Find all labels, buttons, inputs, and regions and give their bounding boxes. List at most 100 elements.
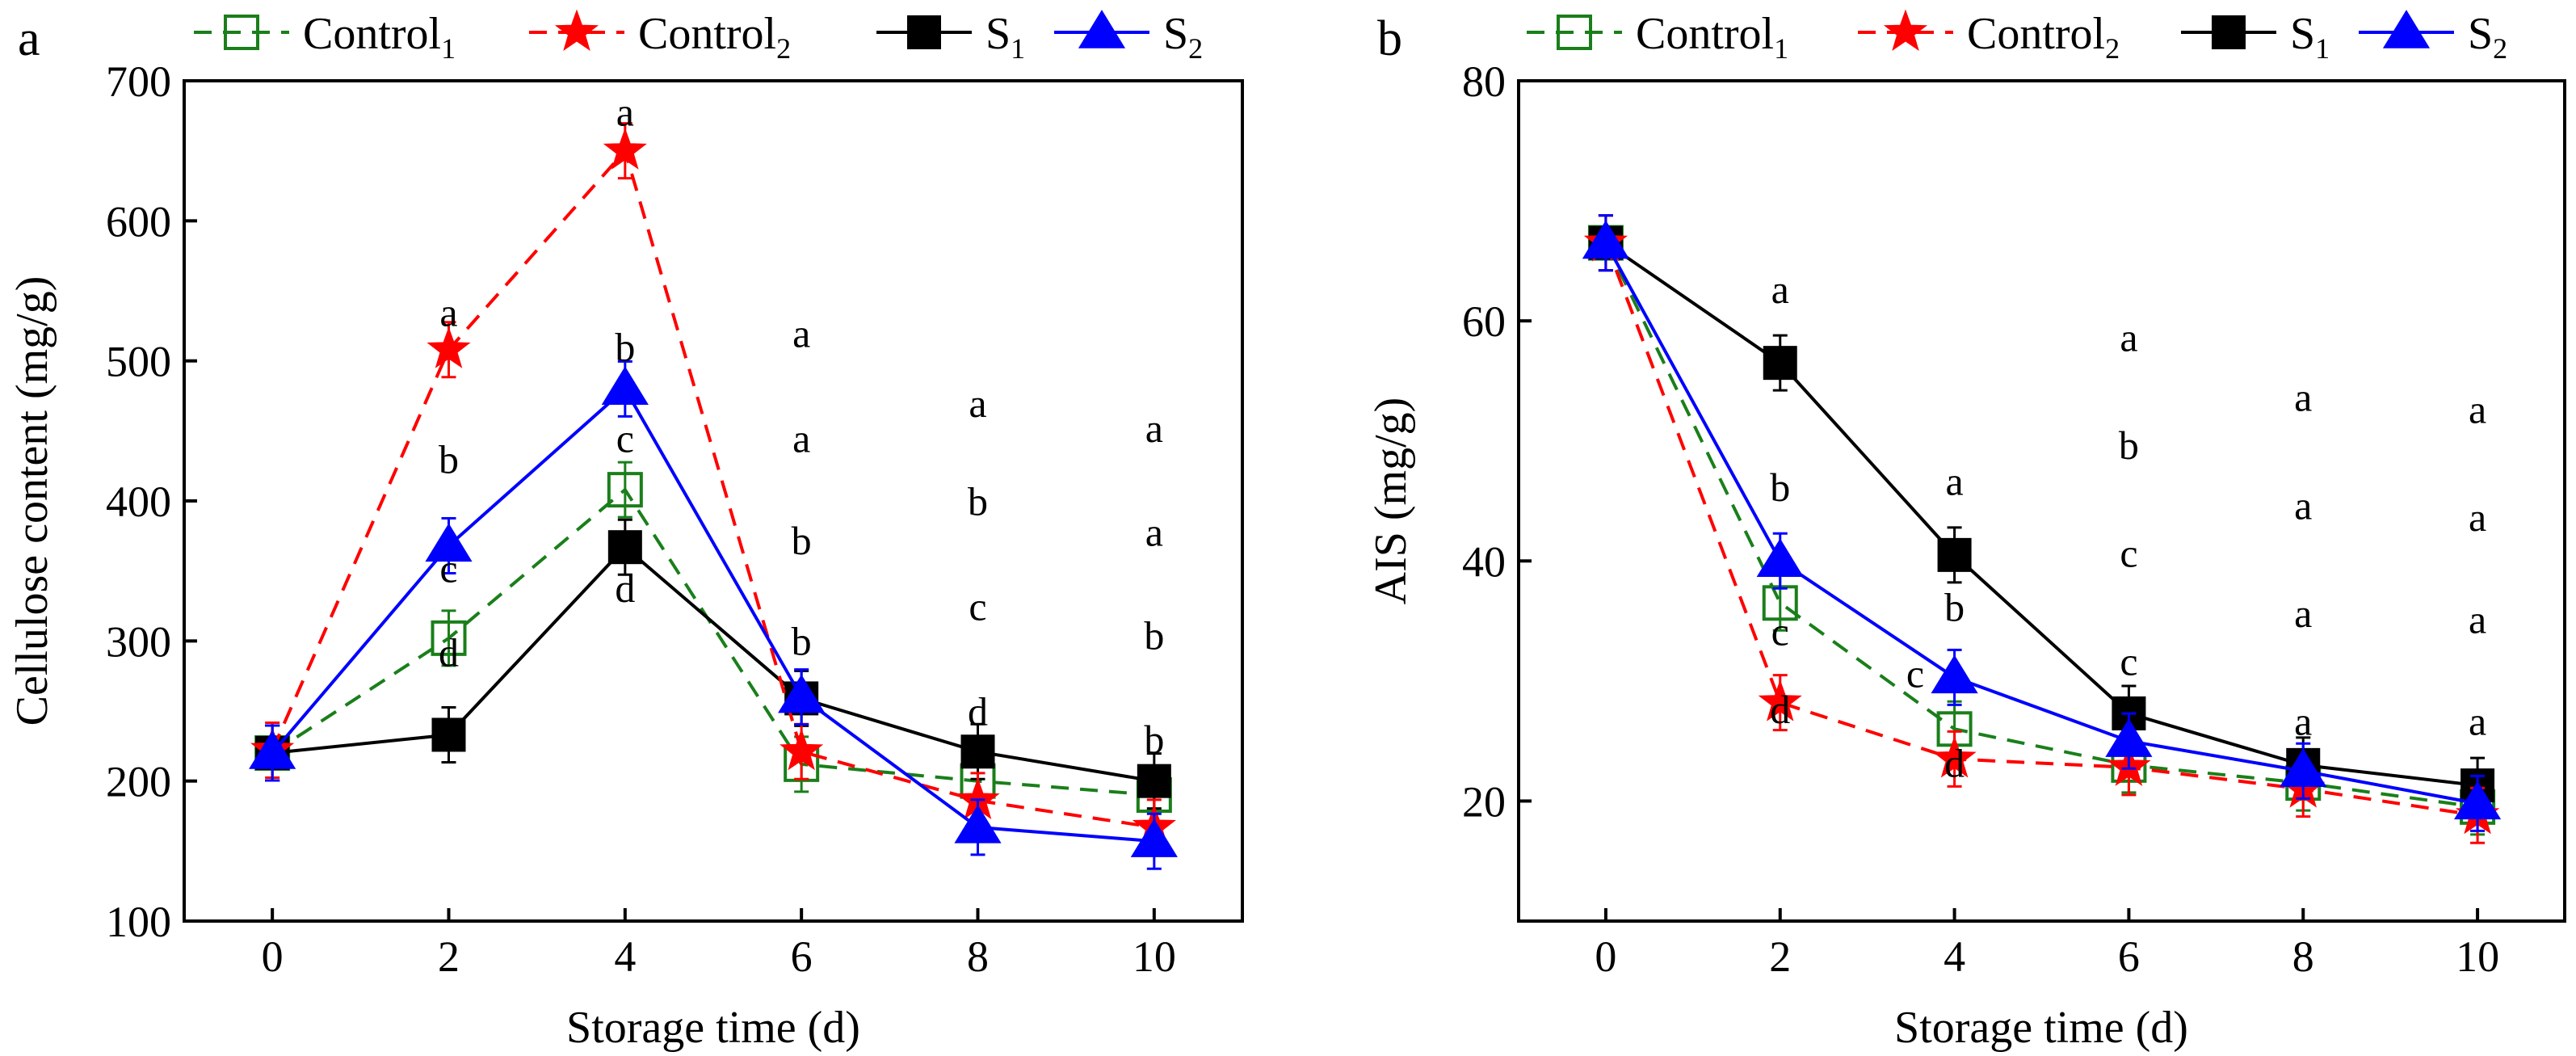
- significance-letter: c: [1906, 650, 1924, 696]
- x-tick-label: 10: [1133, 932, 1176, 981]
- data-point: [249, 730, 296, 769]
- significance-letter: a: [1145, 509, 1163, 554]
- legend-item: Control1: [1527, 9, 1788, 65]
- significance-letter: a: [792, 310, 810, 356]
- significance-letter: c: [1771, 608, 1789, 654]
- data-point: [1758, 679, 1802, 722]
- series-line: [1604, 242, 2478, 818]
- significance-letter: a: [2469, 699, 2486, 744]
- legend-item: S2: [2359, 9, 2507, 65]
- x-tick-label: 2: [1769, 932, 1791, 981]
- series-line: [1604, 242, 2478, 809]
- legend-item: S2: [1054, 9, 1203, 65]
- x-tick-label: 4: [1944, 932, 1965, 981]
- legend-marker: [224, 15, 259, 50]
- data-point: [1756, 538, 1804, 578]
- panel-b: b Storage time (d) AIS (mg/g) Control1 Co…: [1366, 9, 2566, 1053]
- data-point: [1130, 818, 1178, 857]
- legend-marker: [2382, 10, 2431, 48]
- x-tick-label: 6: [2118, 932, 2140, 981]
- legend-label: S1: [985, 9, 1025, 65]
- significance-letter: a: [2120, 314, 2137, 360]
- significance-letter: a: [1145, 406, 1163, 451]
- significance-letter: a: [969, 381, 986, 426]
- y-tick-label: 500: [106, 338, 171, 386]
- legend-label: Control1: [303, 9, 456, 65]
- y-tick-label: 600: [106, 197, 171, 246]
- data-point: [603, 128, 647, 170]
- series-line: [271, 147, 1155, 829]
- legend-item: Control2: [529, 9, 791, 65]
- significance-letter: a: [2469, 494, 2486, 540]
- significance-letter: d: [615, 566, 635, 611]
- x-tick-label: 2: [438, 932, 460, 981]
- significance-letter: a: [1771, 267, 1789, 312]
- axes-ticks: 0 2 4 6 8 10 100 200 300 400 500 600 700: [106, 57, 1176, 981]
- series-layer: [249, 122, 1178, 870]
- y-tick-label: 300: [106, 617, 171, 666]
- significance-letter: b: [1770, 465, 1790, 510]
- significance-letter: a: [2294, 591, 2312, 636]
- data-point: [2454, 780, 2502, 820]
- series-line: [1604, 241, 2478, 788]
- significance-letter: b: [1144, 613, 1164, 658]
- legend: Control1 Control2 S1 S2: [1527, 9, 2507, 65]
- y-tick-label: 700: [106, 57, 171, 106]
- axes-ticks: 0 2 4 6 8 10 20 40 60 80: [1462, 57, 2499, 981]
- data-point: [1937, 537, 1972, 572]
- significance-letter: b: [792, 619, 812, 664]
- y-tick-label: 80: [1462, 57, 1506, 106]
- significance-letter: c: [2120, 531, 2137, 576]
- data-point: [2280, 748, 2327, 788]
- legend-label: S1: [2290, 9, 2330, 65]
- y-tick-label: 60: [1462, 297, 1506, 346]
- significance-letter: d: [968, 688, 988, 734]
- panel-label: b: [1377, 11, 1402, 66]
- significance-letter: a: [2294, 375, 2312, 420]
- legend-marker: [1078, 10, 1126, 48]
- x-axis-label: Storage time (d): [566, 1003, 860, 1053]
- significance-letter: c: [616, 415, 634, 461]
- legend-marker: [907, 15, 941, 49]
- significance-letter: b: [439, 436, 459, 482]
- legend-item: S1: [876, 9, 1025, 65]
- x-tick-label: 8: [2292, 932, 2314, 981]
- legend-label: S2: [1163, 9, 1203, 65]
- series-s2: [1582, 214, 2502, 832]
- legend-label: S2: [2468, 9, 2507, 65]
- data-point: [427, 326, 471, 368]
- significance-letter: c: [969, 583, 986, 629]
- x-tick-label: 6: [791, 932, 813, 981]
- series-line: [1604, 242, 2478, 806]
- data-point: [960, 734, 995, 769]
- legend: Control1 Control2 S1 S2: [194, 9, 1203, 65]
- plot-frame: [1517, 79, 2566, 923]
- data-point: [431, 717, 466, 752]
- data-point: [425, 523, 473, 562]
- legend-label: Control2: [638, 9, 791, 65]
- data-point: [601, 366, 649, 406]
- significance-letter: b: [792, 518, 812, 563]
- significance-letter: d: [1944, 741, 1965, 786]
- significance-letter: a: [439, 289, 457, 334]
- significance-letter: d: [439, 630, 459, 675]
- significance-letter: b: [615, 325, 635, 370]
- x-tick-label: 10: [2456, 932, 2499, 981]
- data-point: [607, 472, 643, 508]
- series-line: [271, 386, 1154, 844]
- data-point: [1137, 764, 1171, 798]
- legend-item: S1: [2181, 9, 2330, 65]
- significance-letter: a: [2294, 482, 2312, 528]
- significance-letter: a: [2469, 596, 2486, 642]
- panel-a: a Storage time (d) Cellulose content (mg…: [7, 9, 1244, 1053]
- significance-letter: a: [792, 415, 810, 461]
- y-tick-label: 200: [106, 758, 171, 806]
- y-tick-label: 40: [1462, 537, 1506, 586]
- data-point: [1763, 346, 1797, 381]
- significance-letter: c: [2120, 638, 2137, 684]
- series-s2: [249, 360, 1178, 870]
- x-tick-label: 0: [1595, 932, 1616, 981]
- x-axis-label: Storage time (d): [1894, 1003, 2188, 1053]
